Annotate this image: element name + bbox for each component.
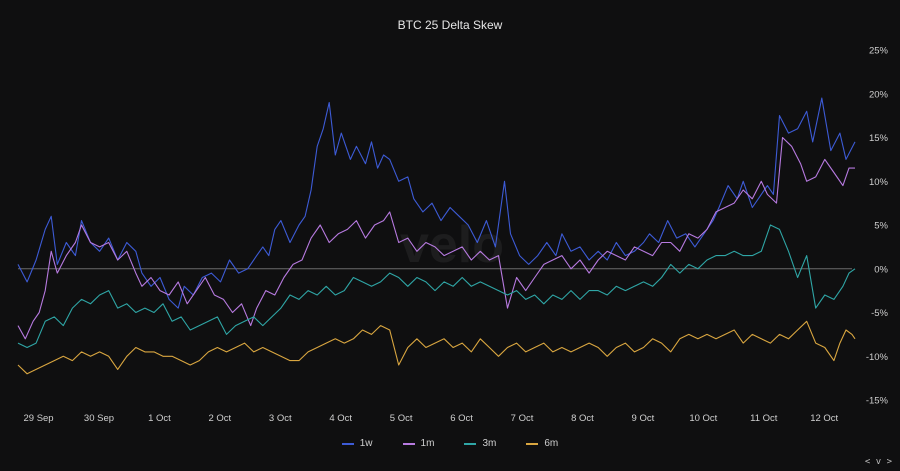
legend-swatch <box>341 442 354 445</box>
legend: 1w 1m 3m 6m <box>0 438 900 449</box>
legend-item-1m[interactable]: 1m <box>402 438 435 449</box>
x-tick-label: 1 Oct <box>148 413 171 424</box>
legend-label: 6m <box>544 438 559 449</box>
y-tick-label: -15% <box>866 396 889 407</box>
x-tick-label: 6 Oct <box>450 413 473 424</box>
x-tick-label: 2 Oct <box>209 413 232 424</box>
chart-title: BTC 25 Delta Skew <box>397 18 503 32</box>
x-tick-label: 5 Oct <box>390 413 413 424</box>
legend-label: 3m <box>482 438 497 449</box>
x-tick-label: 3 Oct <box>269 413 292 424</box>
series-line-1m <box>17 136 855 340</box>
x-tick-label: 11 Oct <box>750 413 778 424</box>
y-tick-label: 10% <box>869 177 889 188</box>
y-tick-label: 5% <box>874 221 888 232</box>
x-tick-label: 7 Oct <box>511 413 534 424</box>
y-tick-label: 25% <box>869 46 889 57</box>
x-tick-label: 12 Oct <box>810 413 838 424</box>
y-tick-label: 15% <box>869 133 889 144</box>
legend-item-3m[interactable]: 3m <box>464 438 496 449</box>
legend-swatch <box>526 442 539 445</box>
legend-swatch <box>402 442 415 445</box>
series-line-1w <box>17 97 856 309</box>
legend-item-1w[interactable]: 1w <box>341 438 373 449</box>
y-tick-label: 0% <box>874 264 888 275</box>
legend-item-6m[interactable]: 6m <box>526 438 558 449</box>
x-tick-label: 4 Oct <box>329 413 352 424</box>
series-line-6m <box>17 320 856 375</box>
x-tick-label: 10 Oct <box>689 413 717 424</box>
legend-swatch <box>464 442 477 445</box>
y-tick-label: 20% <box>869 89 889 100</box>
chart-nav-control[interactable]: < v > <box>864 457 892 467</box>
x-tick-label: 9 Oct <box>632 413 655 424</box>
y-tick-label: -5% <box>871 308 888 319</box>
x-tick-label: 30 Sep <box>84 413 114 424</box>
y-tick-label: -10% <box>866 352 889 363</box>
x-tick-label: 29 Sep <box>23 413 53 424</box>
legend-label: 1m <box>420 438 435 449</box>
series-line-3m <box>17 224 856 349</box>
x-tick-label: 8 Oct <box>571 413 594 424</box>
watermark: velo <box>400 216 504 274</box>
legend-label: 1w <box>359 438 373 449</box>
